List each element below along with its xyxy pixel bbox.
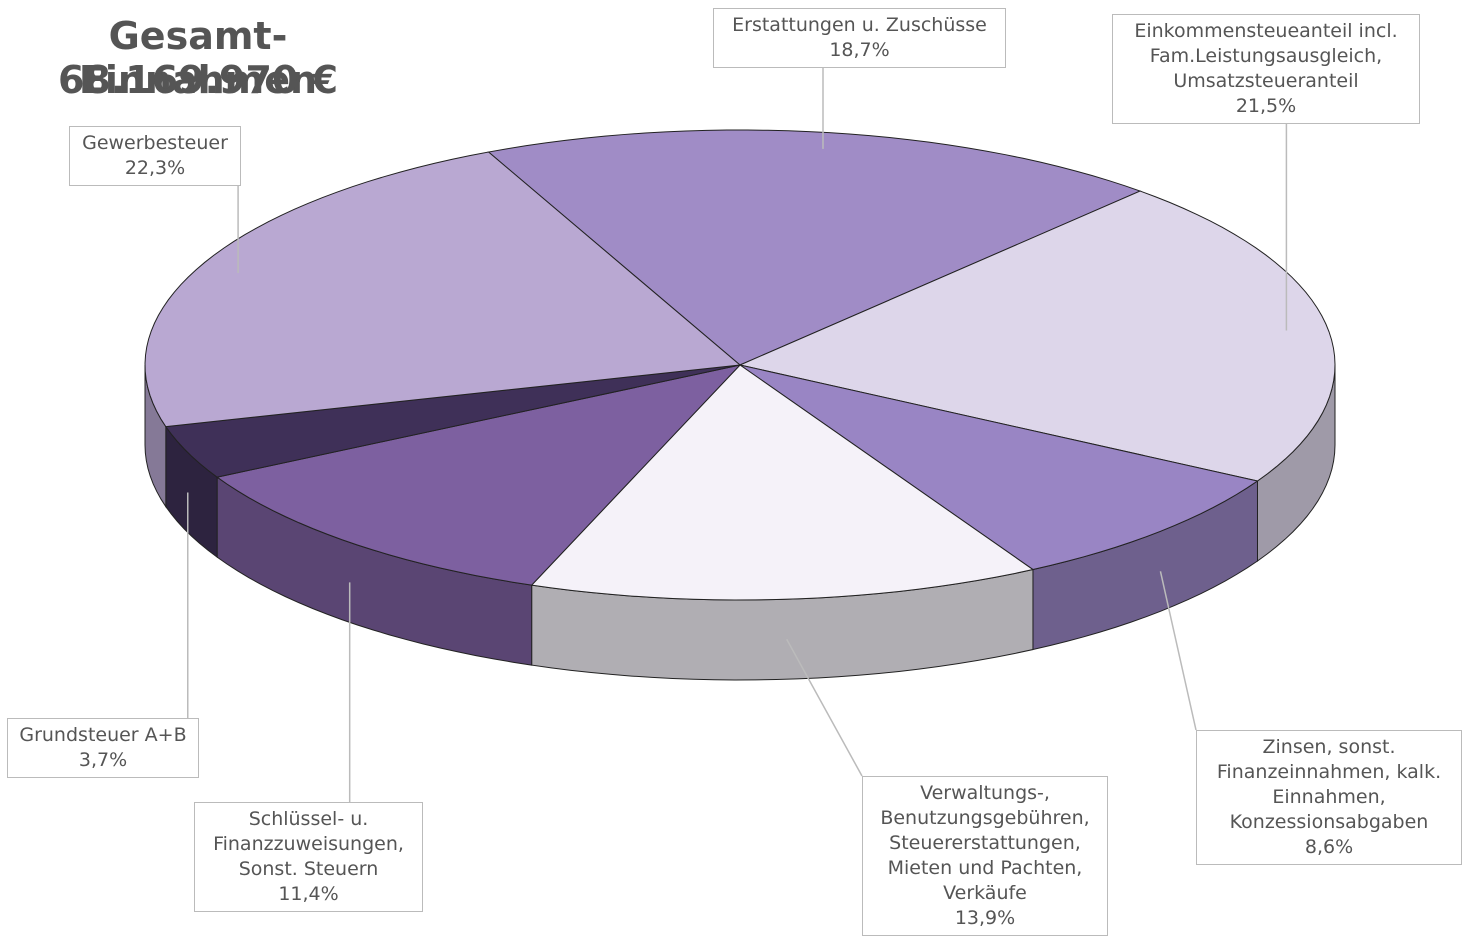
slice-label: Verwaltungs-, Benutzungsgebühren, Steuer… xyxy=(862,776,1108,936)
label-value: 8,6% xyxy=(1304,836,1354,858)
slice-label: Schlüssel- u. Finanzzuweisungen, Sonst. … xyxy=(194,802,423,912)
label-value: 22,3% xyxy=(124,157,186,179)
leader-line xyxy=(1159,571,1197,731)
slice xyxy=(164,364,741,478)
slice xyxy=(487,129,1142,366)
slice xyxy=(144,151,742,428)
label-value: 13,9% xyxy=(954,907,1016,929)
slice-label: Gewerbesteuer 22,3% xyxy=(69,126,241,186)
label-value: 21,5% xyxy=(1235,95,1297,117)
slice xyxy=(530,364,1035,601)
leader-line xyxy=(786,638,863,777)
label-value: 11,4% xyxy=(278,883,339,905)
slice-label: Zinsen, sonst. Finanzeinnahmen, kalk. Ei… xyxy=(1196,730,1462,865)
slice-label: Grundsteuer A+B 3,7% xyxy=(7,718,199,778)
slice-label: Einkommensteueanteil incl. Fam.Leistungs… xyxy=(1112,14,1420,124)
label-name: Zinsen, sonst. Finanzeinnahmen, kalk. Ei… xyxy=(1216,736,1442,833)
label-value: 3,7% xyxy=(78,749,128,771)
label-name: Grundsteuer A+B xyxy=(19,724,187,746)
label-name: Einkommensteueanteil incl. Fam.Leistungs… xyxy=(1134,20,1398,92)
label-name: Erstattungen u. Zuschüsse xyxy=(732,14,987,36)
slice xyxy=(739,364,1259,571)
label-value: 18,7% xyxy=(829,39,890,61)
slice xyxy=(215,364,742,586)
slice xyxy=(738,190,1336,482)
slice-label: Erstattungen u. Zuschüsse 18,7% xyxy=(713,8,1006,68)
label-name: Verwaltungs-, Benutzungsgebühren, Steuer… xyxy=(880,782,1090,904)
label-name: Schlüssel- u. Finanzzuweisungen, Sonst. … xyxy=(213,808,404,880)
chart-subtitle: 68.169.970 € xyxy=(57,58,339,102)
chart-title: Gesamt-Einnahmen xyxy=(78,14,318,102)
label-name: Gewerbesteuer xyxy=(82,132,228,154)
